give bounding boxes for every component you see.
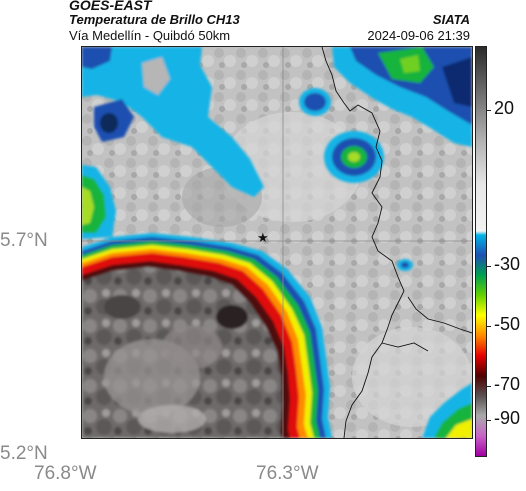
satellite-name: GOES-EAST	[69, 0, 152, 13]
brightness-temperature-image	[82, 47, 472, 438]
colorbar-tick	[486, 386, 491, 387]
lat-label-5-7: 5.7°N	[0, 230, 48, 251]
cloud-blue-ne	[350, 47, 472, 125]
colorbar-tick	[486, 266, 491, 267]
colorbar-label-minus50: -50	[494, 314, 521, 334]
boundary-line-east	[407, 296, 472, 334]
colorbar-tick	[486, 326, 491, 327]
satellite-map[interactable]: ★	[81, 46, 473, 439]
lon-label-76-8: 76.8°W	[34, 463, 97, 484]
colorbar-label-20: 20	[494, 98, 515, 118]
region-label: Vía Medellín - Quibdó 50km	[69, 28, 231, 43]
location-marker-icon: ★	[257, 230, 269, 245]
cloud-cyan-nw	[82, 47, 264, 197]
temperature-colorbar	[475, 46, 487, 457]
cloud-blue-nw-corner	[82, 47, 112, 69]
lon-label-76-3: 76.3°W	[256, 463, 319, 484]
colorbar-label-minus30: -30	[494, 254, 521, 274]
colorbar-label-minus90: -90	[494, 408, 521, 428]
lat-label-5-2: 5.2°N	[0, 443, 48, 464]
product-title: Temperatura de Brillo CH13	[69, 12, 240, 27]
timestamp-label: 2024-09-06 21:39	[367, 28, 470, 43]
agency-label: SIATA	[432, 12, 470, 27]
colorbar-tick	[486, 420, 491, 421]
colorbar-label-minus70: -70	[494, 374, 521, 394]
boundary-line	[321, 47, 405, 438]
colorbar-tick	[486, 110, 491, 111]
